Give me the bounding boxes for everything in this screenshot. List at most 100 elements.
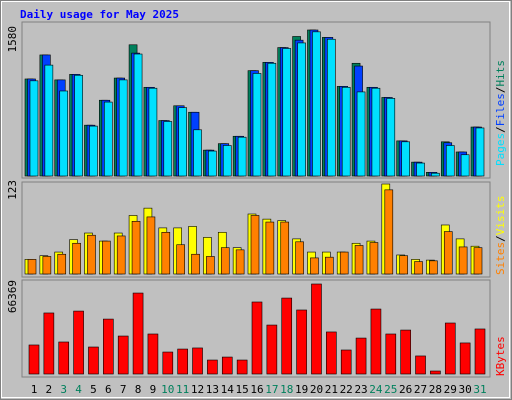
x-tick-label: 15 [236,383,249,396]
legend-separator: / [494,87,507,94]
y-tick-label: 1580 [6,26,19,53]
legend-separator: / [494,235,507,242]
x-tick-label: 25 [384,383,397,396]
bar [445,145,455,177]
x-tick-label: 5 [90,383,97,396]
bar [236,359,248,375]
bar [73,310,84,375]
bar [177,348,188,375]
bar [237,136,247,177]
bar [163,121,173,177]
bar [355,337,367,375]
bar [297,42,306,177]
bar [384,189,394,275]
bar [191,253,200,275]
x-tick-label: 9 [150,383,157,396]
bar [312,31,321,177]
x-tick-label: 2 [46,383,53,396]
bar [431,172,440,177]
bar [386,98,396,177]
bar [176,244,185,275]
bar [222,145,232,177]
y-tick-label: 66369 [6,280,19,313]
bar [102,240,111,275]
bar [192,347,203,375]
bar [221,356,233,375]
x-tick-label: 6 [105,383,112,396]
bar [399,255,408,275]
bar [117,335,129,375]
bar [252,73,262,177]
bar [371,87,381,177]
bar [265,221,275,275]
legend-separator: / [494,126,507,133]
bar [267,62,277,177]
x-tick-label: 24 [369,383,383,396]
bar [354,245,364,275]
bar [443,231,453,275]
bar [74,74,83,177]
bar [311,283,322,375]
bar [327,38,336,177]
legend-entry: Hits [494,60,507,87]
bar [208,150,217,177]
bar [28,344,40,375]
bar [326,331,337,375]
bar [88,346,99,375]
legend: Sites/Visits [494,196,507,276]
y-tick-label: 123 [6,180,19,200]
bar [280,221,290,275]
bar [429,260,438,275]
bar [296,309,307,375]
bar [370,308,382,375]
legend-entry: Files [494,93,507,126]
bar [401,141,410,177]
x-tick-label: 20 [310,383,323,396]
x-tick-label: 8 [135,383,142,396]
bar [57,253,67,275]
bar [282,48,292,177]
bar [146,216,156,275]
bar [458,246,468,275]
x-tick-label: 17 [265,383,278,396]
x-tick-label: 11 [176,383,189,396]
bar [58,341,70,375]
bar [250,215,260,275]
x-tick-label: 21 [325,383,338,396]
bar [414,261,423,275]
legend-entry: Visits [494,196,507,236]
x-tick-label: 22 [340,383,353,396]
legend-entry: Pages [494,133,507,166]
x-tick-label: 18 [280,383,293,396]
bar [116,235,126,275]
bar [133,53,143,177]
x-tick-label: 27 [414,383,427,396]
bar [295,241,304,275]
bar [416,162,425,177]
x-tick-label: 23 [354,383,367,396]
legend-entry: KBytes [494,336,507,376]
x-tick-label: 16 [250,383,263,396]
bar [415,355,426,375]
x-tick-label: 12 [191,383,204,396]
bar [207,359,218,375]
bar [42,256,52,275]
x-tick-label: 30 [459,383,472,396]
bar [162,351,174,375]
x-tick-label: 1 [31,383,38,396]
bar [369,242,379,275]
x-tick-label: 4 [75,383,82,396]
bar [459,342,471,375]
bar [266,324,278,375]
bar [475,127,485,177]
legend: Pages/Files/Hits [494,60,507,166]
bar [251,301,263,375]
x-tick-label: 13 [206,383,219,396]
bar [103,318,114,375]
bar [193,129,202,177]
bar [474,328,486,375]
legend: KBytes [494,336,507,376]
bar [148,87,158,177]
